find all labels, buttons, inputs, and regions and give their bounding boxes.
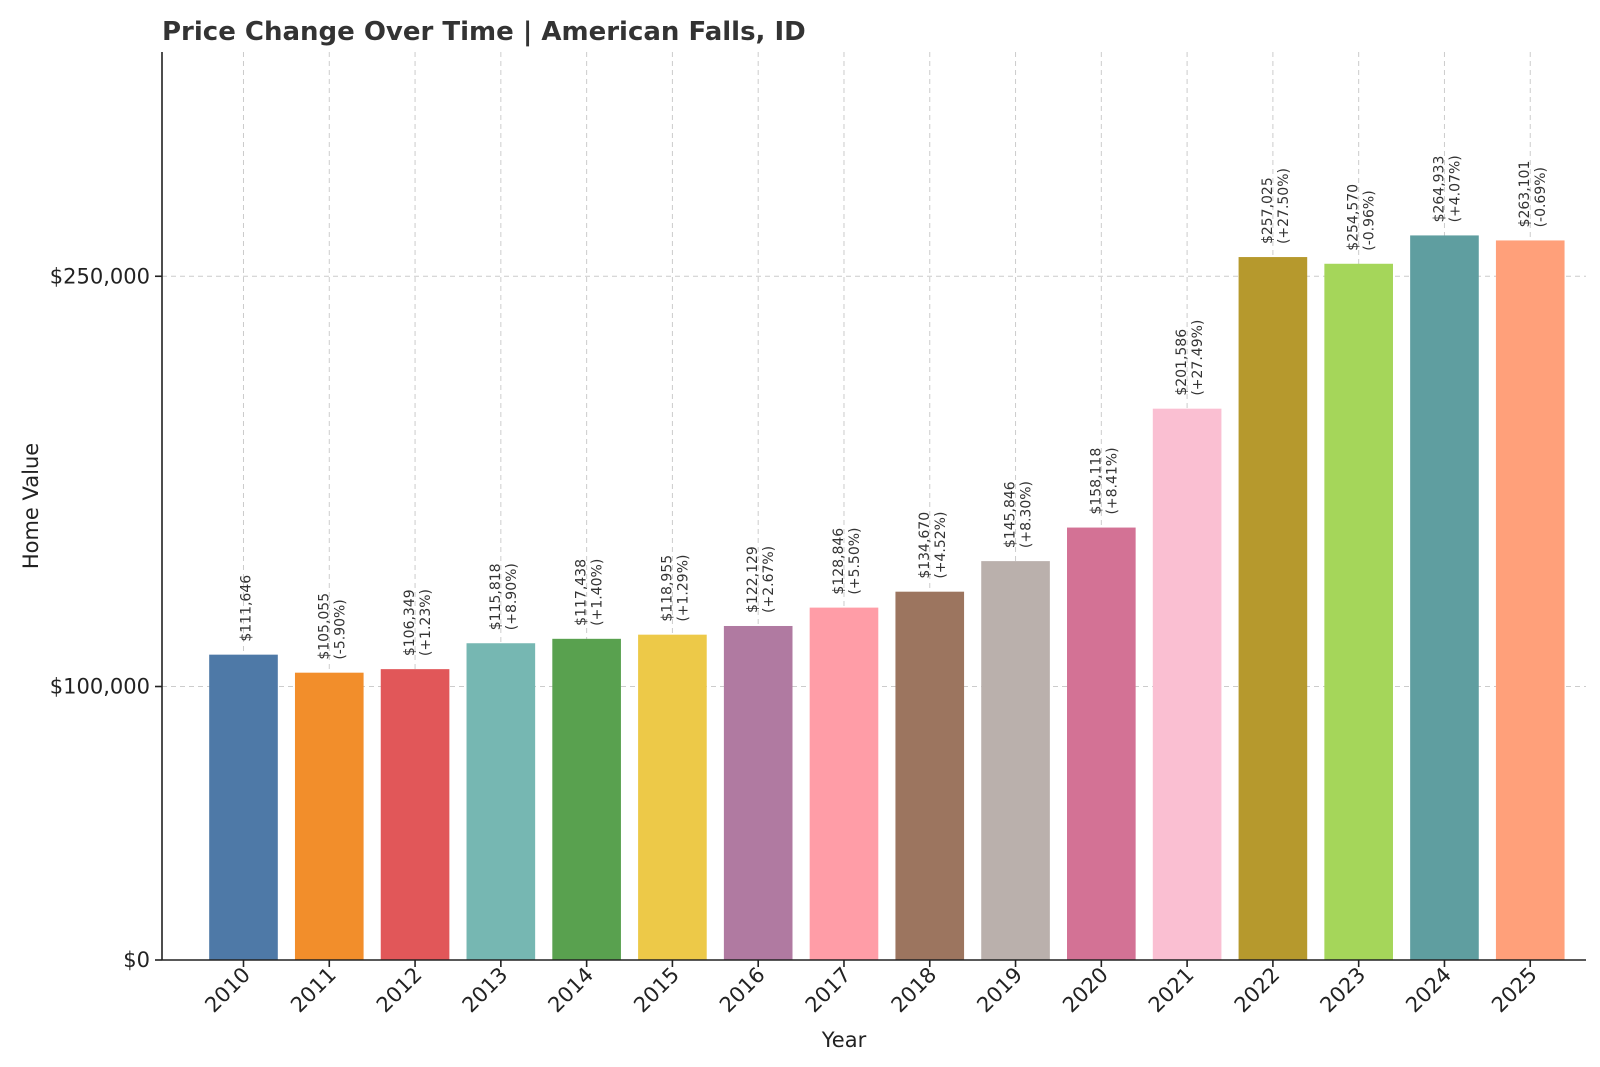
bar-change-label: (+1.23%) <box>418 589 434 656</box>
bar-label-2025: $263,101 (-0.69%) <box>1517 161 1549 228</box>
bar-value-label: $106,349 <box>402 589 418 656</box>
bar-change-label: (-0.69%) <box>1533 167 1549 227</box>
bar-change-label: (-0.96%) <box>1362 190 1378 250</box>
y-tick-label: $100,000 <box>50 675 150 699</box>
x-ticks: 2010 2011 2012 2013 2014 2015 2016 2017 2018 2019… <box>200 960 1542 1017</box>
bar-change-label: (+27.50%) <box>1276 168 1292 244</box>
bar-2021 <box>1152 408 1222 960</box>
x-tick-label-2023: 2023 <box>1315 963 1370 1018</box>
y-tick-label: $250,000 <box>50 264 150 288</box>
bar-value-label: $264,933 <box>1431 156 1447 223</box>
y-tick-label: $0 <box>123 948 150 972</box>
bar-value-label: $105,055 <box>316 593 332 660</box>
bar-2014 <box>552 638 621 960</box>
bar-change-label: (-5.90%) <box>332 599 348 659</box>
bar-value-label: $111,646 <box>238 575 254 642</box>
bar-2024 <box>1410 235 1479 961</box>
bar-2011 <box>294 672 364 960</box>
x-tick-label-2025: 2025 <box>1487 963 1542 1018</box>
x-axis-label: Year <box>821 1028 867 1052</box>
bar-label-2021: $201,586 (+27.49%) <box>1174 320 1206 396</box>
bar-2012 <box>380 669 450 960</box>
bar-change-label: (+4.52%) <box>933 512 949 579</box>
x-tick-label-2018: 2018 <box>887 963 942 1018</box>
x-tick-label-2022: 2022 <box>1230 963 1285 1018</box>
bar-change-label: (+8.30%) <box>1019 481 1035 548</box>
bar-2015 <box>638 634 707 960</box>
x-tick-label-2015: 2015 <box>629 963 684 1018</box>
bar-2022 <box>1238 257 1308 960</box>
x-tick-label-2019: 2019 <box>972 963 1027 1018</box>
bar-2017 <box>809 607 879 960</box>
bar-labels: $111,646 $105,055 (-5.90%) $106,349 (+1.23%)… <box>238 155 1549 659</box>
chart-title: Price Change Over Time | American Falls,… <box>162 17 806 47</box>
x-tick-label-2024: 2024 <box>1401 963 1456 1018</box>
bar-change-label: (+4.07%) <box>1447 155 1463 222</box>
bar-2016 <box>723 625 793 960</box>
bar-change-label: (+8.90%) <box>504 563 520 630</box>
x-tick-label-2016: 2016 <box>715 963 770 1018</box>
bar-value-label: $122,129 <box>745 546 761 613</box>
bar-label-2020: $158,118 (+8.41%) <box>1088 447 1120 514</box>
bar-label-2016: $122,129 (+2.67%) <box>745 546 777 613</box>
bar-change-label: (+1.40%) <box>590 559 606 626</box>
bar-change-label: (+27.49%) <box>1190 320 1206 396</box>
x-tick-label-2012: 2012 <box>372 963 427 1018</box>
bar-2010 <box>209 654 278 960</box>
bar-change-label: (+2.67%) <box>761 546 777 613</box>
bar-label-2012: $106,349 (+1.23%) <box>402 589 434 656</box>
bar-value-label: $118,955 <box>659 555 675 622</box>
bar-2019 <box>981 561 1050 960</box>
bar-value-label: $257,025 <box>1260 177 1276 244</box>
x-tick-label-2020: 2020 <box>1058 963 1113 1018</box>
bar-label-2015: $118,955 (+1.29%) <box>659 555 691 622</box>
x-tick-label-2014: 2014 <box>543 963 598 1018</box>
bar-label-2017: $128,846 (+5.50%) <box>831 527 863 594</box>
bar-value-label: $145,846 <box>1003 481 1019 548</box>
bar-2018 <box>895 591 965 960</box>
bar-label-2010: $111,646 <box>238 575 254 642</box>
bars <box>209 235 1565 961</box>
bar-value-label: $128,846 <box>831 528 847 595</box>
bar-label-2019: $145,846 (+8.30%) <box>1003 481 1035 548</box>
y-ticks: $0 $100,000 $250,000 <box>50 264 162 972</box>
bar-change-label: (+1.29%) <box>675 555 691 622</box>
bar-2025 <box>1495 240 1565 960</box>
bar-label-2023: $254,570 (-0.96%) <box>1346 184 1378 251</box>
x-tick-label-2017: 2017 <box>801 963 856 1018</box>
bar-label-2018: $134,670 (+4.52%) <box>917 512 949 579</box>
bar-label-2014: $117,438 (+1.40%) <box>574 559 606 626</box>
bar-2020 <box>1067 527 1136 960</box>
bar-value-label: $254,570 <box>1346 184 1362 251</box>
x-tick-label-2013: 2013 <box>458 963 513 1018</box>
bar-value-label: $115,818 <box>488 563 504 630</box>
bar-value-label: $117,438 <box>574 559 590 626</box>
bar-2023 <box>1324 263 1393 961</box>
bar-change-label: (+8.41%) <box>1104 447 1120 514</box>
bar-change-label: (+5.50%) <box>847 527 863 594</box>
bar-label-2022: $257,025 (+27.50%) <box>1260 168 1292 244</box>
bar-label-2024: $264,933 (+4.07%) <box>1431 155 1463 222</box>
x-tick-label-2010: 2010 <box>200 963 255 1018</box>
bar-label-2011: $105,055 (-5.90%) <box>316 593 348 660</box>
bar-label-2013: $115,818 (+8.90%) <box>488 563 520 630</box>
y-axis-label: Home Value <box>19 443 43 569</box>
x-tick-label-2021: 2021 <box>1144 963 1199 1018</box>
bar-value-label: $263,101 <box>1517 161 1533 228</box>
bar-value-label: $158,118 <box>1088 448 1104 515</box>
bar-value-label: $201,586 <box>1174 329 1190 396</box>
bar-value-label: $134,670 <box>917 512 933 579</box>
x-tick-label-2011: 2011 <box>286 963 341 1018</box>
bar-2013 <box>466 643 536 960</box>
